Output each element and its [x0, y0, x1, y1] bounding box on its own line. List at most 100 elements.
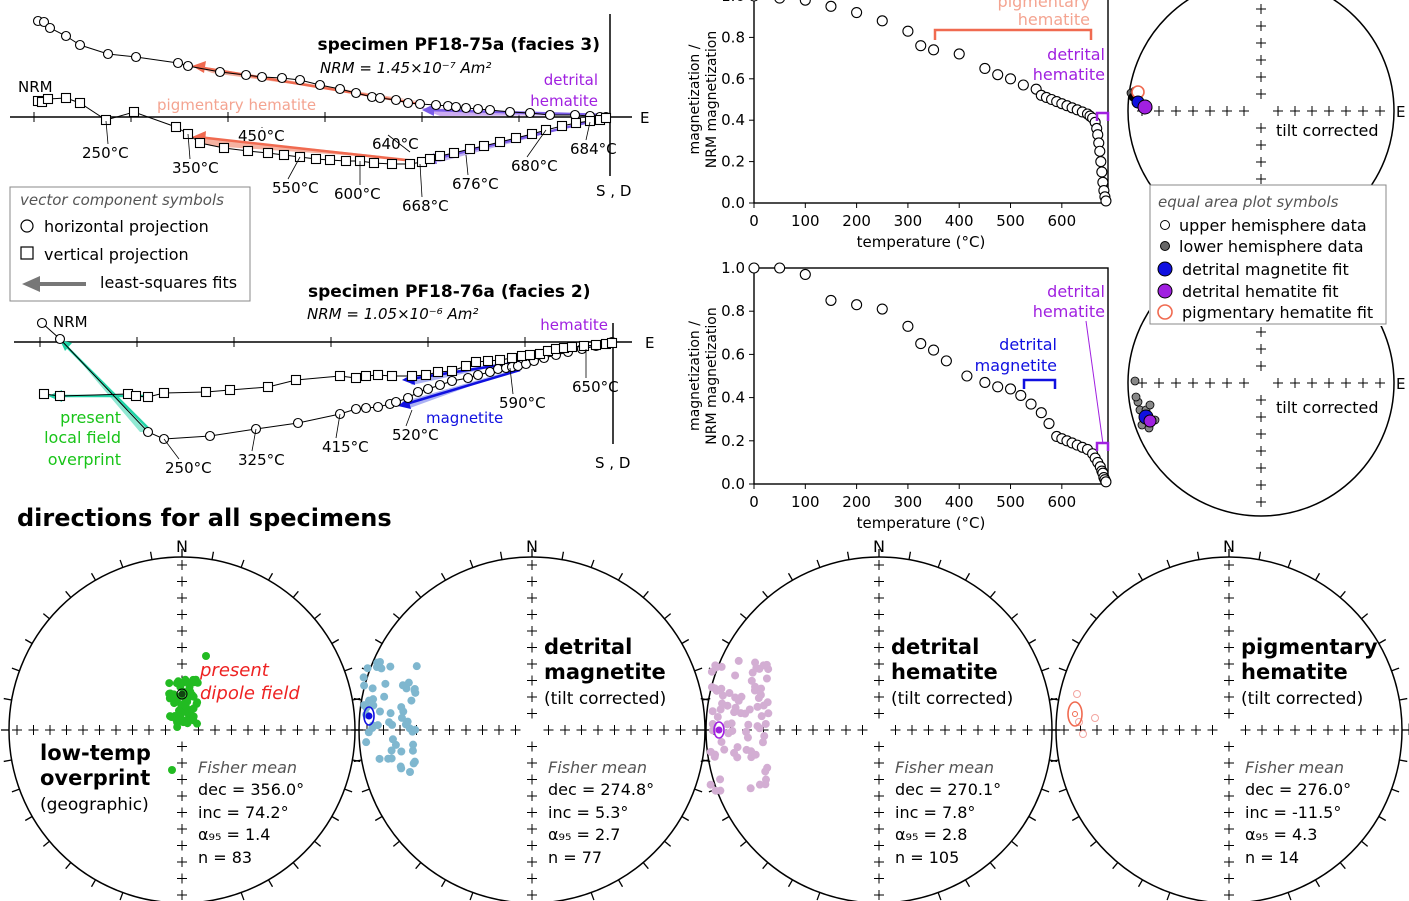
- net-north-label: N: [1223, 537, 1235, 556]
- demag-point-11: [979, 376, 991, 389]
- zij-b-horizontal-points: [36, 317, 618, 445]
- net-a95-text: α₉₅ = 4.3: [1245, 825, 1317, 844]
- net-border-tick: [1071, 638, 1080, 645]
- net-border-tick: [42, 840, 50, 847]
- demag-x-tick-label: 0: [749, 212, 759, 230]
- stereo-top2-east: E: [1396, 375, 1405, 393]
- net1-point-21: [386, 709, 395, 718]
- net-border-tick: [1399, 759, 1408, 763]
- demag-step-square-15: [406, 370, 418, 382]
- net-border-tick: [787, 572, 794, 581]
- net-border-tick: [1166, 892, 1171, 901]
- demag-point-9: [940, 355, 952, 367]
- demag-step-square-12: [360, 370, 372, 382]
- demag-point-37: [1100, 195, 1112, 207]
- horizontal-projection-symbol: [20, 219, 34, 233]
- net-border-tick: [1361, 840, 1369, 847]
- net-subtitle: (tilt corrected): [891, 689, 1013, 709]
- demag-step-square-30: [526, 128, 538, 140]
- net-border-tick: [762, 862, 769, 870]
- demag-step-square-32: [556, 120, 568, 132]
- demag-step-square-17: [432, 366, 444, 378]
- net2-a95: [713, 721, 725, 739]
- magnetite-fit-symbol: [1157, 261, 1173, 277]
- demag-step-square-16: [324, 154, 336, 166]
- demag-curve-b: 0 100 200 300 400 500 600 0.0 0.2 0.4 0.6 0.8 1.0 tem…: [687, 259, 1112, 532]
- demag-step-square-3: [130, 390, 142, 402]
- net-title: low-temp: [40, 741, 151, 765]
- zij-b-horizontal-path: [41, 322, 613, 440]
- demag-step-square-23: [424, 153, 436, 165]
- net-border-tick: [119, 892, 124, 901]
- demag-step-square-6: [200, 386, 212, 398]
- temp-label-b-5: 650°C: [572, 378, 619, 396]
- demag-x-tick-label: 300: [894, 212, 923, 230]
- net-fisher-label: Fisher mean: [895, 758, 994, 777]
- demag-x-tick-label: 500: [996, 493, 1025, 511]
- demag-y-tick-label: 0.4: [721, 389, 745, 407]
- net-border-tick: [90, 879, 97, 888]
- net-border-tick: [267, 572, 274, 581]
- section-title: directions for all specimens: [17, 504, 392, 532]
- demag-y-tick-label: 0.8: [721, 28, 745, 46]
- net-border-tick: [908, 551, 912, 560]
- zij-a-sd-label: S , D: [596, 182, 631, 200]
- demag-step-circle-8: [350, 403, 362, 415]
- demag-step-circle-12: [390, 396, 402, 408]
- demag-step-square-25: [448, 147, 460, 159]
- lsq-fit-arrowhead: [22, 276, 40, 292]
- demag-step-circle-25: [460, 102, 472, 114]
- demag-y-label-1: magnetization /: [687, 321, 703, 431]
- zij-b-nrm-label: NRM: [53, 313, 88, 331]
- net-border-tick: [664, 840, 672, 847]
- demag-point-0: [748, 262, 760, 274]
- temp-leader-b-2: [335, 413, 341, 439]
- net-border-tick: [1166, 559, 1171, 568]
- net-border-tick: [331, 815, 340, 822]
- demag-step-circle-13: [294, 74, 306, 86]
- equal-area-legend: equal area plot symbols upper hemisphere…: [1149, 184, 1387, 325]
- zij-a-nrm: NRM = 1.45×10⁻⁷ Am²: [320, 59, 491, 77]
- net-north-label: N: [526, 537, 538, 556]
- temp-label-a-6: 668°C: [402, 197, 449, 215]
- net-dec: dec = 274.8°: [548, 780, 654, 799]
- temp-leader-a-0: [105, 120, 109, 145]
- zij-b-nrm: NRM = 1.05×10⁻⁶ Am²: [307, 305, 478, 323]
- net2-point-61: [727, 719, 736, 728]
- net0-dipole-label-1: present: [199, 660, 270, 681]
- net-border-tick: [642, 590, 649, 598]
- net0-point-58: [173, 723, 182, 732]
- demag-a-annotations: pigmentary hematite detrital hematite de…: [933, 0, 1110, 451]
- zij-a-title: specimen PF18-75a (facies 3): [317, 35, 600, 55]
- net2-point-42: [717, 662, 726, 671]
- net-border-tick: [964, 879, 971, 888]
- net1-point-49: [359, 673, 368, 682]
- net-border-tick: [267, 879, 274, 888]
- net-border-tick: [374, 638, 383, 645]
- net2-point-44: [759, 661, 768, 670]
- demag-step-circle-18: [462, 372, 474, 384]
- demag-point-7: [915, 338, 927, 350]
- net-border-tick: [240, 892, 245, 901]
- net1-point-37: [410, 757, 419, 766]
- demag-step-square-11: [242, 145, 254, 157]
- demag-step-square-19: [368, 157, 380, 169]
- zijderveld-plot-a: specimen PF18-75a (facies 3) NRM = 1.45×…: [10, 14, 649, 215]
- demag-y-tick-label: 0.2: [721, 153, 745, 171]
- demag-curve-a: 0 100 200 300 400 500 600 0.0 0.2 0.4 0.6 0.8 1.0 tem…: [687, 0, 1112, 251]
- demag-step-square-3: [60, 92, 72, 104]
- demag-point-2: [799, 268, 811, 281]
- stereo-top1-hem-fit: [1137, 99, 1153, 115]
- net2-point-39: [761, 767, 770, 776]
- hematite-fit-label: detrital hematite fit: [1182, 282, 1339, 301]
- demag-y-tick-label: 1.0: [721, 0, 745, 5]
- demag-step-circle-3: [60, 30, 72, 42]
- net2-point-72: [751, 658, 760, 667]
- net-border-tick: [1011, 840, 1019, 847]
- net1-point-31: [360, 681, 369, 690]
- demag-step-square-13: [372, 369, 384, 381]
- net-border-tick: [415, 862, 422, 870]
- net2-point-67: [751, 750, 760, 759]
- net2-point-1: [731, 671, 740, 680]
- net1-point-45: [403, 717, 412, 726]
